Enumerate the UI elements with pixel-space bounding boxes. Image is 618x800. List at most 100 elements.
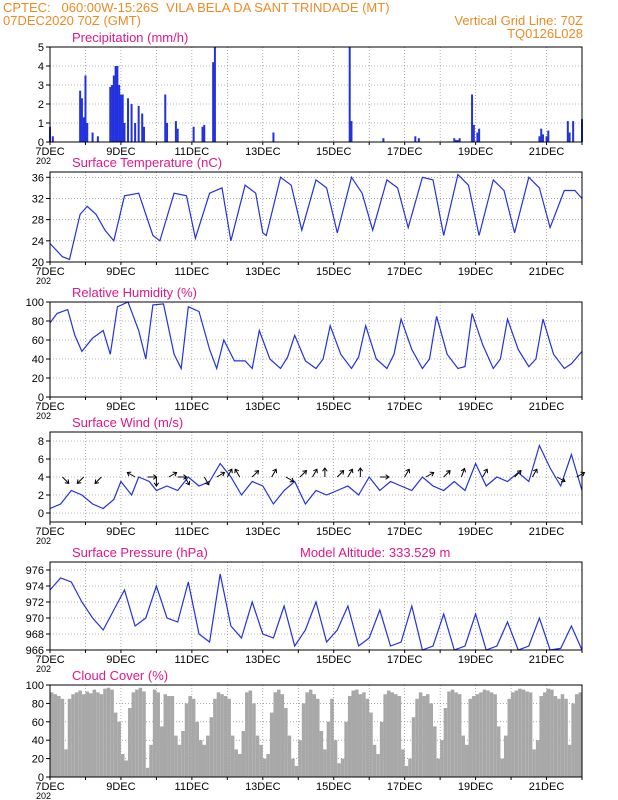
wind-arrow-shaft bbox=[514, 470, 522, 478]
cloud-bar bbox=[333, 740, 338, 777]
wind-arrow-head bbox=[172, 471, 178, 477]
y-tick-label: 976 bbox=[26, 565, 44, 577]
wind-arrow-head bbox=[272, 468, 278, 474]
y-tick-label: 0 bbox=[38, 392, 44, 404]
x-tick-label: 11DEC bbox=[175, 781, 210, 793]
cloud-bar bbox=[443, 708, 448, 777]
x-tick-label: 9DEC bbox=[106, 146, 135, 158]
y-tick-label: 4 bbox=[38, 61, 44, 73]
cloud-bar bbox=[216, 692, 221, 777]
cloud-bar bbox=[230, 735, 235, 777]
cloud-bar bbox=[106, 687, 111, 777]
cloud-bar bbox=[259, 744, 263, 777]
cloud-bar bbox=[245, 692, 249, 777]
cloud-bar bbox=[92, 689, 97, 777]
cloud-bar bbox=[316, 698, 320, 777]
wind-arrow-head bbox=[126, 471, 132, 477]
y-tick-label: 80 bbox=[32, 316, 44, 328]
x-tick-label: 7DEC bbox=[35, 654, 64, 666]
cloud-bar bbox=[425, 694, 430, 777]
x-tick-label: 19DEC bbox=[458, 146, 494, 158]
cloud-bar bbox=[528, 692, 533, 777]
cloud-bar bbox=[397, 696, 402, 777]
wind-arrow-head bbox=[204, 480, 210, 486]
cloud-bar bbox=[252, 703, 256, 777]
y-tick-label: 966 bbox=[26, 645, 44, 657]
cloud-bar bbox=[89, 693, 93, 777]
cloud-bar bbox=[447, 691, 451, 777]
cloud-bar bbox=[149, 744, 153, 777]
precip-bar bbox=[213, 47, 216, 142]
precip-bar bbox=[540, 128, 543, 142]
cloud-bar bbox=[142, 691, 146, 777]
precip-bar bbox=[203, 124, 206, 142]
panel-title: Surface Pressure (hPa) bbox=[72, 545, 208, 560]
precip-bar bbox=[453, 138, 456, 142]
cloud-bar bbox=[521, 689, 526, 777]
cloud-bar bbox=[53, 694, 58, 777]
header-line2: 07DEC2020 70Z (GMT) bbox=[3, 13, 141, 28]
wind-arrow-head bbox=[227, 468, 233, 474]
cloud-bar bbox=[461, 735, 465, 777]
cloud-bar bbox=[457, 694, 462, 777]
x-tick-label: 13DEC bbox=[245, 146, 281, 158]
cloud-bar bbox=[418, 692, 423, 777]
x-tick-label: 21DEC bbox=[529, 146, 565, 158]
wind-arrow-shaft bbox=[216, 472, 225, 478]
cloud-bar bbox=[287, 735, 292, 777]
wind-arrow-head bbox=[405, 468, 411, 474]
precip-bar bbox=[109, 86, 112, 142]
cloud-bar bbox=[472, 696, 476, 777]
precip-bar bbox=[91, 132, 94, 142]
panel-title: Surface Wind (m/s) bbox=[72, 415, 183, 430]
x-tick-label: 19DEC bbox=[458, 526, 494, 538]
precip-bar bbox=[201, 126, 204, 142]
x-tick-label: 17DEC bbox=[387, 146, 423, 158]
wind-arrow-head bbox=[580, 471, 586, 477]
y-tick-label: 80 bbox=[32, 698, 44, 710]
cloud-bar bbox=[433, 726, 437, 777]
cloud-bar bbox=[124, 760, 129, 777]
x-tick-label: 17DEC bbox=[387, 781, 423, 793]
precip-bar bbox=[141, 113, 144, 142]
cloud-bar bbox=[291, 758, 295, 777]
cloud-bar bbox=[138, 687, 143, 777]
precip-bar bbox=[176, 128, 179, 142]
wind-arrow-shaft bbox=[94, 476, 102, 484]
x-tick-label: 15DEC bbox=[316, 146, 352, 158]
panel-0: Precipitation (mm/h) 0 1 2 3 4 5 7DEC 9DEC 11DEC 1… bbox=[35, 30, 583, 166]
cloud-bar bbox=[351, 690, 356, 777]
wind-arrow-shaft bbox=[226, 468, 233, 478]
cloud-bar bbox=[436, 758, 441, 777]
precip-bar bbox=[166, 123, 169, 142]
y-tick-label: 32 bbox=[32, 193, 44, 205]
y-tick-label: 24 bbox=[32, 236, 44, 248]
cloud-bar bbox=[394, 694, 398, 777]
cloud-bar bbox=[347, 696, 352, 777]
cloud-bar bbox=[482, 689, 487, 777]
cloud-bar bbox=[188, 696, 192, 777]
cloud-bar bbox=[266, 754, 270, 777]
panel-annotation: Model Altitude: 333.529 m bbox=[300, 545, 450, 560]
cloud-bar bbox=[574, 694, 579, 777]
x-tick-label: 13DEC bbox=[245, 401, 281, 413]
cloud-bar bbox=[340, 758, 345, 777]
y-tick-label: 60 bbox=[32, 335, 44, 347]
cloud-bar bbox=[159, 726, 164, 777]
x-tick-label: 15DEC bbox=[316, 526, 352, 538]
x-tick-label: 13DEC bbox=[245, 266, 281, 278]
wind-arrow-shaft bbox=[347, 468, 353, 478]
x-tick-label: 13DEC bbox=[245, 526, 281, 538]
panel-5: Cloud Cover (%) 0 20 40 60 80 100 7DEC 9DEC 11DEC… bbox=[26, 668, 583, 800]
precip-bar bbox=[137, 105, 140, 142]
precip-bar bbox=[118, 85, 121, 142]
cloud-bar bbox=[273, 692, 277, 777]
cloud-bar bbox=[422, 696, 426, 777]
cloud-bar bbox=[213, 698, 217, 777]
wind-arrow-shaft bbox=[482, 468, 488, 478]
wind-arrow-shaft bbox=[203, 476, 210, 486]
cloud-bar bbox=[578, 692, 582, 777]
x-tick-label: 9DEC bbox=[106, 654, 135, 666]
precip-bar bbox=[96, 136, 99, 142]
y-tick-label: 2 bbox=[38, 490, 44, 502]
